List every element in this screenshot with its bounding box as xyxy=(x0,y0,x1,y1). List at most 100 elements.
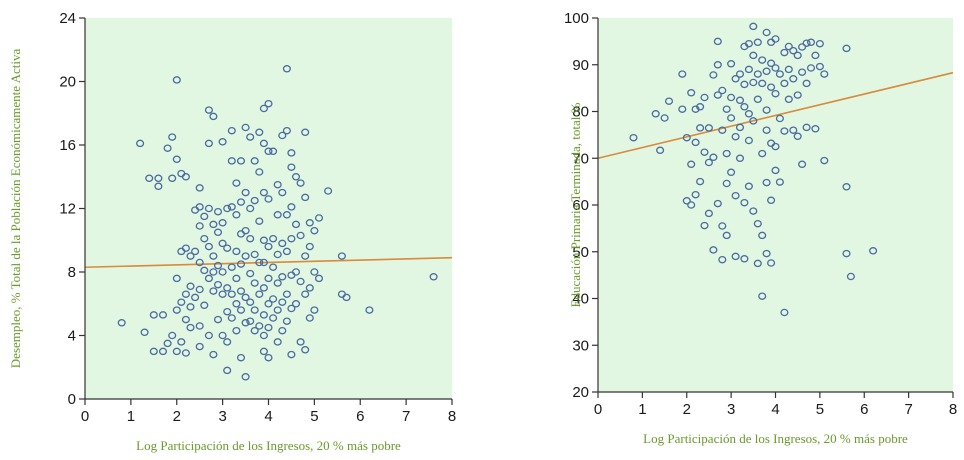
chart-2-point-92 xyxy=(771,142,780,151)
chart-1-y-tick-label-16: 16 xyxy=(59,137,76,154)
chart-1-point-107 xyxy=(246,298,255,306)
chart-2-point-9 xyxy=(682,133,691,142)
chart-1-point-96 xyxy=(241,123,250,132)
chart-2-point-117 xyxy=(806,64,816,72)
chart-2-point-108 xyxy=(793,91,802,99)
chart-2-point-39 xyxy=(722,231,731,240)
chart-1-point-46 xyxy=(200,266,209,275)
chart-1-y-tick-label-8: 8 xyxy=(68,264,76,281)
chart-1-point-174 xyxy=(296,277,305,286)
chart-1-point-138 xyxy=(269,147,278,156)
chart-1-point-187 xyxy=(310,306,319,314)
chart-2-y-tick-label-40: 40 xyxy=(572,291,589,308)
chart-2-point-68 xyxy=(753,70,762,78)
chart-2-point-105 xyxy=(789,75,798,83)
chart-1-point-116 xyxy=(255,168,264,176)
chart-2-point-34 xyxy=(718,222,727,230)
chart-1-point-1 xyxy=(117,319,126,327)
chart-2-point-5 xyxy=(664,97,674,105)
chart-1-point-15 xyxy=(168,331,177,340)
chart-2-point-51 xyxy=(735,154,745,163)
chart-2-x-tick-label-0: 0 xyxy=(594,401,602,418)
chart-1-point-188 xyxy=(314,214,324,222)
chart-1-point-97 xyxy=(241,188,250,197)
chart-1-point-126 xyxy=(259,284,268,292)
chart-2-point-12 xyxy=(687,89,696,97)
chart-2-point-45 xyxy=(731,132,740,141)
chart-1-point-132 xyxy=(264,195,273,203)
chart-1-point-155 xyxy=(282,65,291,73)
chart-2-point-32 xyxy=(718,86,727,95)
chart-1-point-56 xyxy=(209,252,218,260)
chart-2-point-77 xyxy=(762,28,771,37)
chart-1-point-173 xyxy=(296,231,305,240)
chart-1-point-61 xyxy=(213,228,223,237)
chart-1-point-75 xyxy=(223,338,232,346)
chart-1-point-181 xyxy=(305,219,314,227)
chart-2-point-58 xyxy=(744,65,753,74)
chart-1-point-153 xyxy=(278,298,287,306)
chart-2-point-30 xyxy=(713,91,722,99)
chart-2-point-49 xyxy=(735,96,745,105)
chart-1-point-182 xyxy=(305,242,314,251)
chart-1-point-164 xyxy=(287,234,296,243)
chart-1-point-172 xyxy=(296,179,305,187)
chart-1-point-63 xyxy=(213,280,223,289)
chart-2-point-100 xyxy=(780,308,789,317)
chart-2-point-44 xyxy=(731,75,740,83)
chart-1-point-156 xyxy=(282,126,291,135)
chart-2-point-110 xyxy=(798,43,807,51)
chart-2-point-26 xyxy=(709,153,718,162)
chart-1-point-43 xyxy=(195,342,204,351)
chart-1-x-tick-label-5: 5 xyxy=(310,408,318,425)
chart-1-point-169 xyxy=(291,220,301,229)
chart-2-point-61 xyxy=(744,182,753,191)
chart-2-point-14 xyxy=(691,138,700,147)
chart-1-plot-area xyxy=(85,18,452,399)
chart-1-point-51 xyxy=(204,242,213,251)
chart-2-point-46 xyxy=(731,191,740,200)
chart-2-point-94 xyxy=(775,70,784,78)
chart-1-point-143 xyxy=(273,180,282,189)
chart-1-point-42 xyxy=(195,322,204,330)
chart-1-point-144 xyxy=(273,211,282,219)
chart-1-point-94 xyxy=(236,306,246,314)
chart-1-x-tick-label-6: 6 xyxy=(356,408,364,425)
chart-1-point-171 xyxy=(291,300,301,308)
chart-2-point-76 xyxy=(758,292,767,300)
chart-2-point-70 xyxy=(753,219,762,228)
chart-1-point-152 xyxy=(278,273,287,281)
chart-1-y-tick-label-24: 24 xyxy=(59,10,76,27)
chart-1-point-52 xyxy=(204,274,213,283)
chart-1-point-92 xyxy=(236,260,246,268)
chart-1-point-17 xyxy=(172,155,181,164)
chart-1-point-121 xyxy=(259,104,268,113)
chart-2-point-20 xyxy=(700,148,709,156)
chart-2-y-tick-label-50: 50 xyxy=(572,244,589,261)
chart-1-point-139 xyxy=(269,234,278,243)
chart-1-point-4 xyxy=(145,174,154,183)
chart-2-point-80 xyxy=(762,126,771,134)
chart-1-point-57 xyxy=(209,268,218,276)
chart-2-point-56 xyxy=(740,255,749,263)
chart-1-point-150 xyxy=(278,188,287,197)
chart-1-point-158 xyxy=(282,247,291,256)
chart-2-point-31 xyxy=(713,199,722,208)
chart-1-point-3 xyxy=(140,328,149,337)
chart-1-point-19 xyxy=(172,306,181,314)
chart-2-point-109 xyxy=(793,132,802,141)
chart-1-point-163 xyxy=(287,203,296,211)
chart-1-point-6 xyxy=(149,347,158,356)
chart-2-point-119 xyxy=(811,125,820,133)
chart-2-point-127 xyxy=(846,272,855,281)
chart-2-point-23 xyxy=(704,158,713,167)
chart-2-point-107 xyxy=(793,51,802,60)
chart-1-point-145 xyxy=(273,250,282,259)
chart-2-point-99 xyxy=(780,127,789,135)
chart-2-point-10 xyxy=(687,201,696,209)
chart-1-point-62 xyxy=(213,261,223,270)
chart-2-x-tick-label-5: 5 xyxy=(816,401,824,418)
chart-2-point-37 xyxy=(722,149,731,158)
chart-1-point-88 xyxy=(232,326,241,335)
